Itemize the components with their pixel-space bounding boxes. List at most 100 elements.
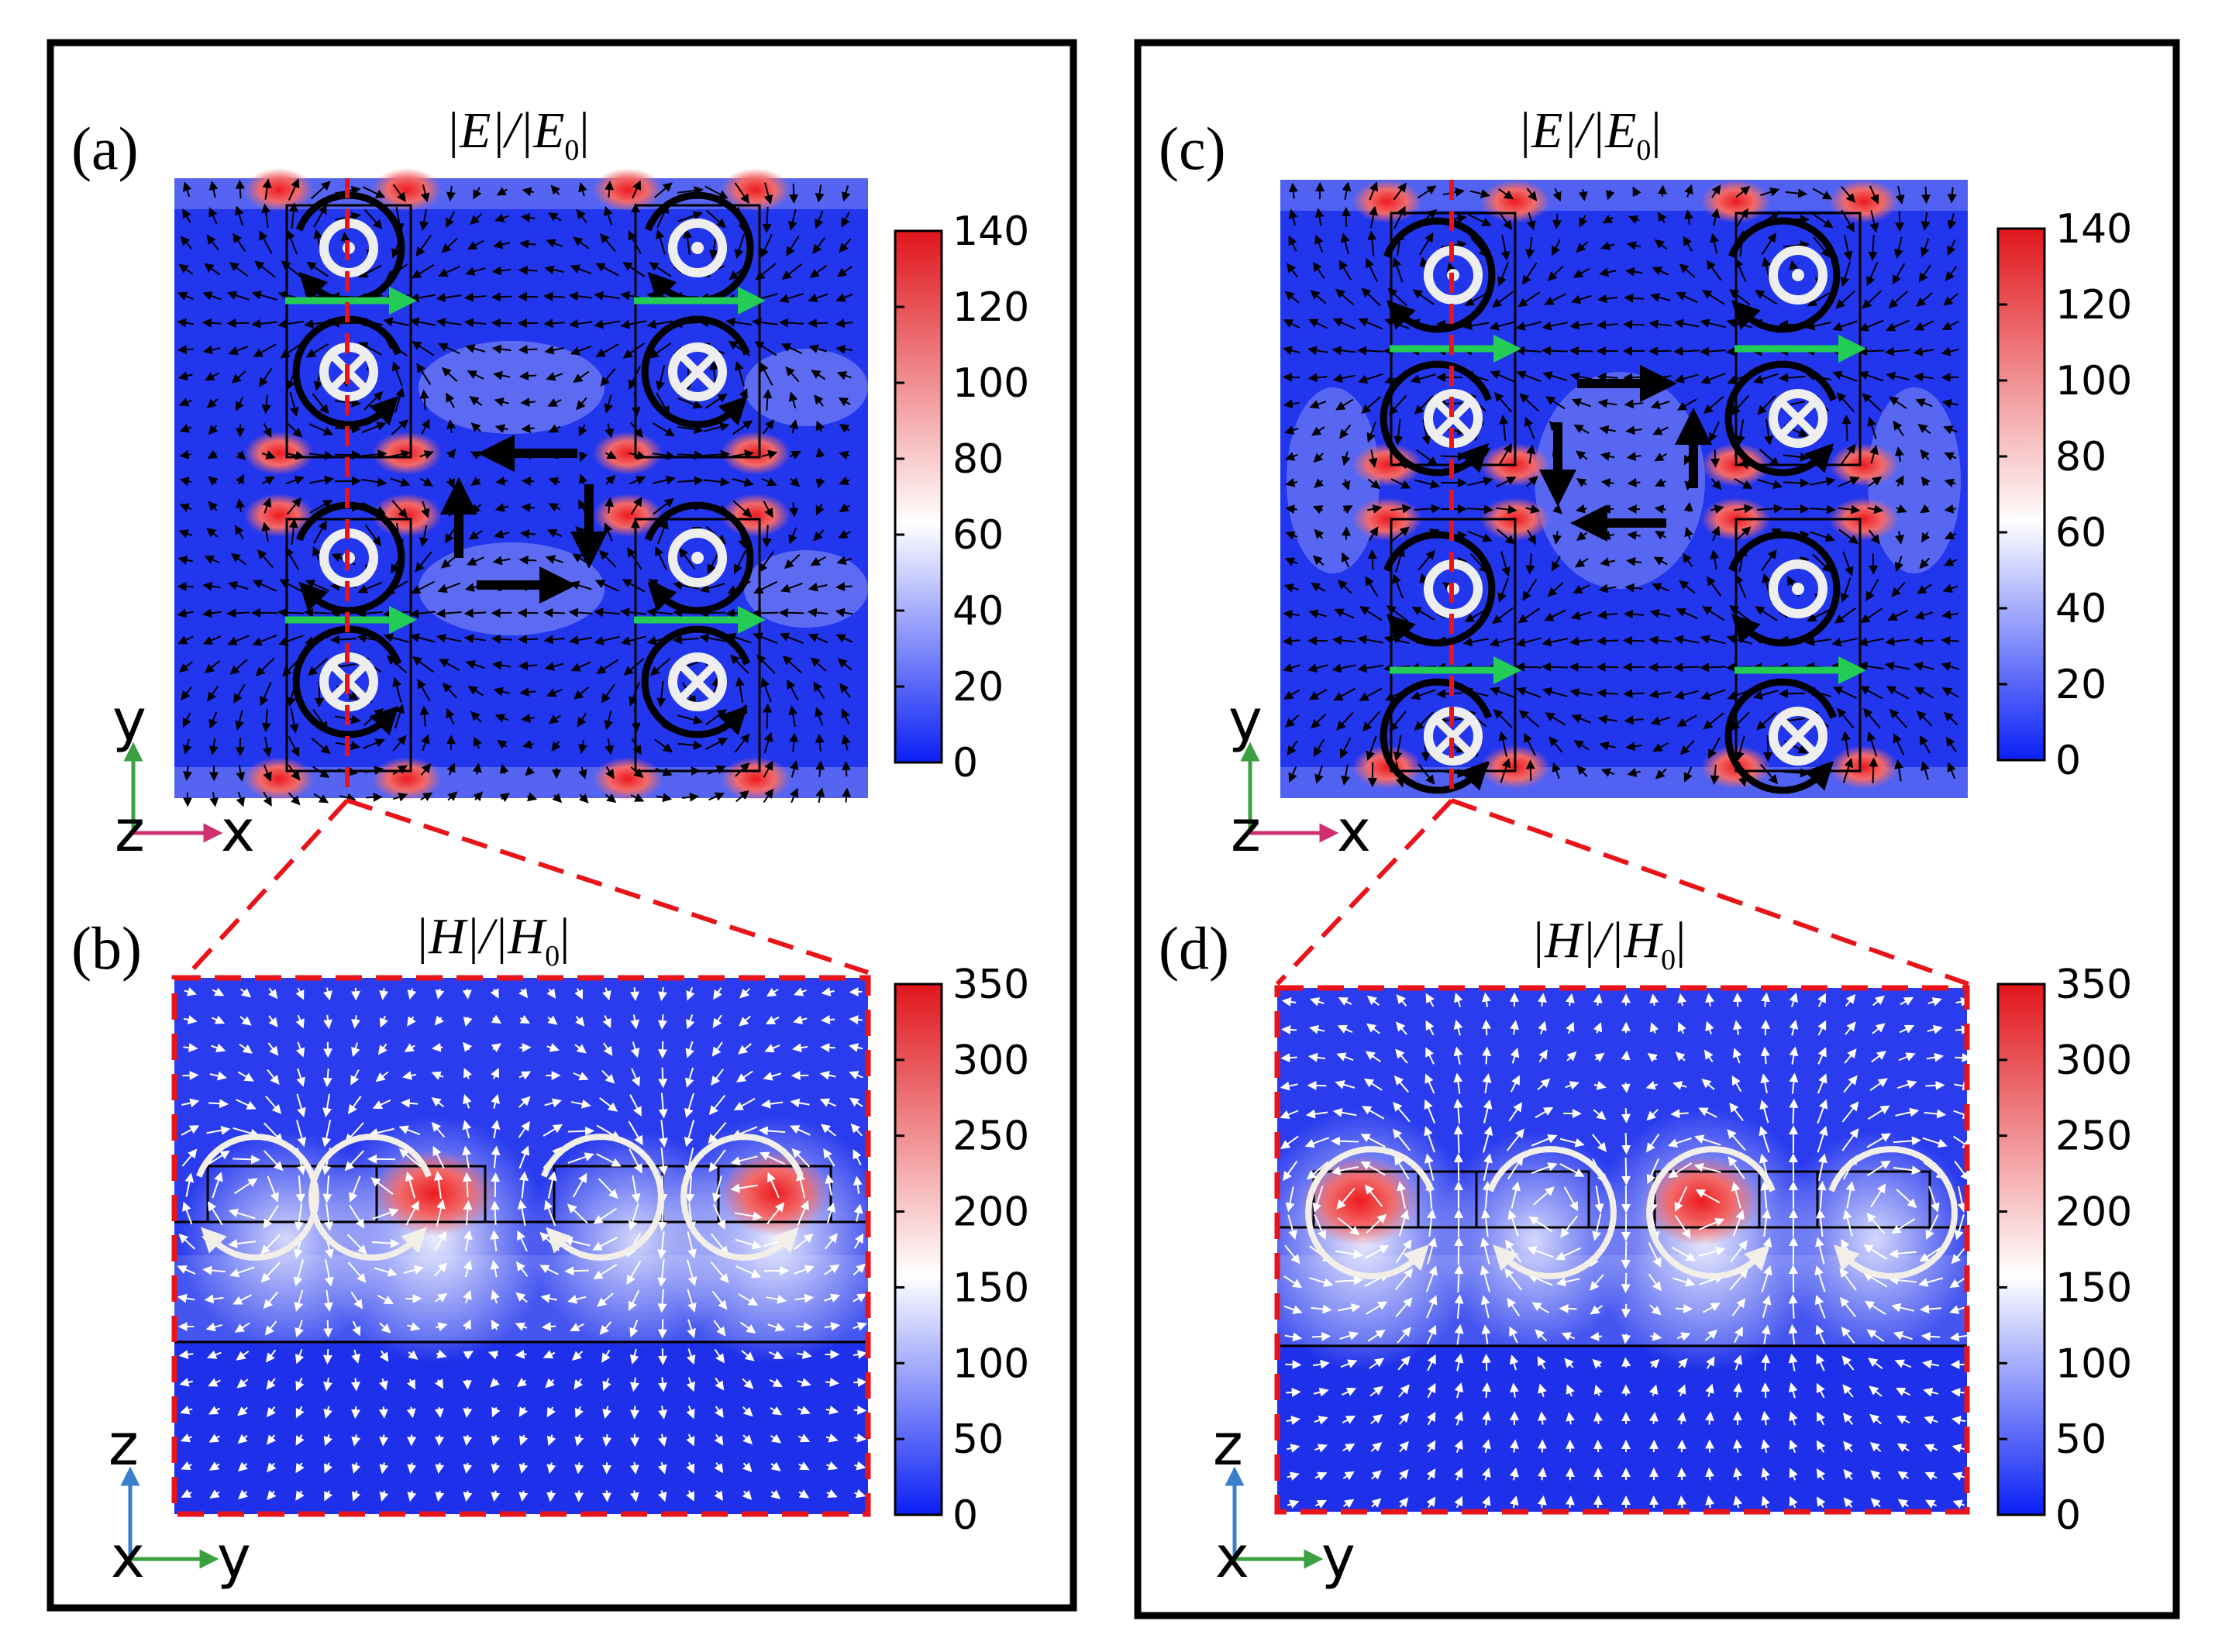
field-vector xyxy=(462,1379,472,1390)
field-vector xyxy=(838,398,851,407)
field-vector xyxy=(391,419,409,435)
field-vector xyxy=(285,450,305,460)
field-vector xyxy=(1288,208,1298,225)
field-vector xyxy=(208,738,219,755)
field-vector xyxy=(442,683,457,699)
field-vector xyxy=(601,683,615,704)
field-vector xyxy=(1393,182,1407,201)
field-vector xyxy=(649,342,672,359)
field-vector xyxy=(1314,234,1324,253)
field-vector xyxy=(570,264,592,275)
field-vector xyxy=(763,182,773,205)
field-vector xyxy=(546,372,563,381)
colorbar-tick-label: 100 xyxy=(952,360,1029,407)
field-vector xyxy=(261,450,276,459)
field-vector xyxy=(202,581,221,591)
field-vector xyxy=(236,791,246,807)
field-vector xyxy=(1281,1024,1297,1034)
field-vector xyxy=(841,212,850,228)
field-vector xyxy=(357,608,384,618)
field-vector xyxy=(1369,181,1378,201)
field-vector xyxy=(312,393,329,415)
colorbar-tick-label: 0 xyxy=(2055,1492,2081,1539)
field-vector xyxy=(233,683,246,704)
field-vector xyxy=(236,498,245,513)
field-vector xyxy=(473,791,484,802)
field-vector xyxy=(1710,232,1719,254)
field-vector xyxy=(1369,205,1378,229)
field-vector xyxy=(182,181,192,198)
field-vector xyxy=(261,203,270,228)
field-vector xyxy=(1454,1265,1464,1293)
field-vector xyxy=(546,239,563,248)
field-vector xyxy=(622,342,646,359)
field-vector xyxy=(1417,185,1437,199)
field-vector xyxy=(604,711,614,731)
colorbar-tick-label: 250 xyxy=(2055,1113,2132,1160)
field-vector xyxy=(629,365,641,391)
field-vector xyxy=(1704,1411,1714,1425)
field-vector xyxy=(788,391,798,409)
field-vector xyxy=(752,318,779,327)
panel-c-label: (c) xyxy=(1159,115,1226,182)
field-vector xyxy=(1285,504,1297,515)
field-vector xyxy=(815,184,825,203)
field-vector xyxy=(677,714,704,724)
field-vector xyxy=(206,398,219,408)
field-vector xyxy=(836,556,853,566)
field-vector xyxy=(1683,501,1693,512)
field-vector xyxy=(444,528,456,544)
center-dot xyxy=(1792,583,1804,595)
field-vector xyxy=(207,449,218,459)
field-vector xyxy=(708,792,725,801)
field-vector xyxy=(753,580,778,594)
field-vector xyxy=(204,660,221,674)
field-vector xyxy=(784,554,801,570)
field-vector xyxy=(547,398,562,407)
field-vector xyxy=(681,792,699,802)
field-vector xyxy=(1812,188,1833,200)
field-vector xyxy=(1913,636,1934,646)
colorbar-tick-label: 50 xyxy=(2055,1416,2106,1463)
field-vector xyxy=(463,1407,473,1418)
field-vector xyxy=(1785,188,1808,198)
field-vector xyxy=(420,184,430,203)
circulation-arrow xyxy=(295,501,405,614)
field-vector xyxy=(815,760,825,777)
field-vector xyxy=(1282,372,1300,382)
field-vector xyxy=(735,790,749,803)
field-vector xyxy=(699,633,725,643)
circulation-arrow xyxy=(641,625,751,738)
field-vector xyxy=(412,656,434,673)
circulation-arrow xyxy=(641,315,751,428)
field-vector xyxy=(177,291,194,301)
field-vector xyxy=(232,1155,260,1165)
field-vector xyxy=(351,1406,361,1420)
field-vector xyxy=(732,449,755,459)
field-vector xyxy=(420,762,432,776)
field-vector xyxy=(576,397,587,411)
field-vector xyxy=(1673,346,1700,356)
field-vector xyxy=(656,680,667,707)
field-vector xyxy=(813,529,825,542)
field-vector xyxy=(810,657,827,672)
field-vector xyxy=(177,345,194,355)
field-vector xyxy=(235,179,245,199)
field-vector xyxy=(493,687,510,697)
field-vector xyxy=(208,711,218,729)
field-vector xyxy=(419,450,434,459)
field-vector xyxy=(236,450,246,460)
field-vector xyxy=(629,476,646,485)
axis-a-z: z xyxy=(115,798,145,865)
field-vector xyxy=(339,793,357,803)
field-vector xyxy=(178,398,192,407)
field-vector xyxy=(762,206,772,233)
field-vector xyxy=(788,527,797,545)
field-vector xyxy=(790,451,801,459)
field-vector xyxy=(1569,346,1593,356)
field-vector xyxy=(1841,186,1855,203)
field-vector xyxy=(287,497,302,515)
field-vector xyxy=(417,679,431,702)
field-vector xyxy=(263,764,272,782)
field-vector xyxy=(1658,212,1667,224)
